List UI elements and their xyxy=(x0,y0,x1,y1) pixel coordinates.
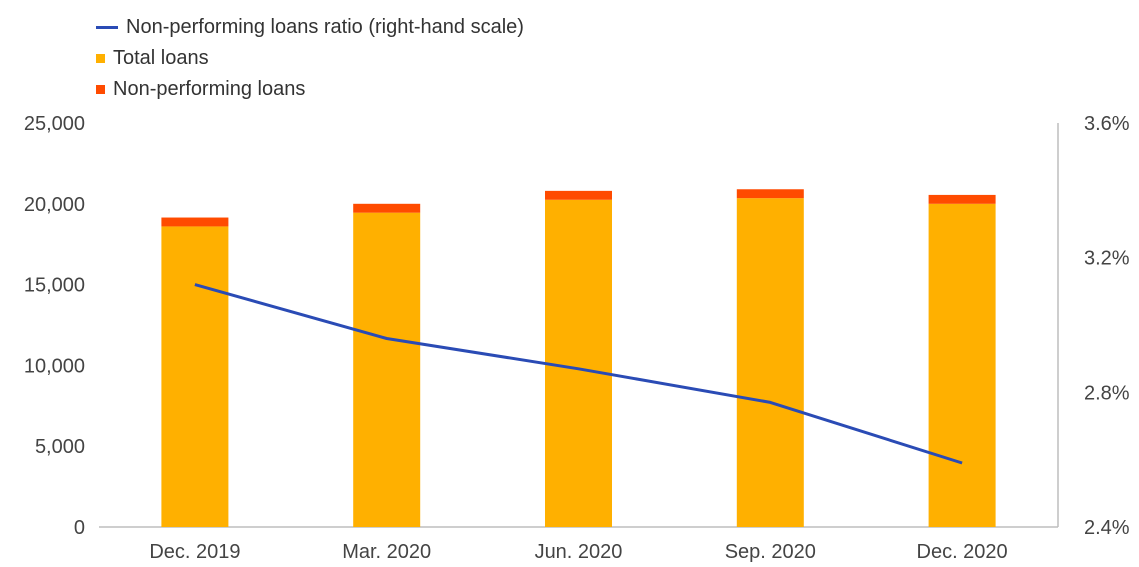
right-axis-tick-label: 3.6% xyxy=(1084,113,1130,135)
legend-item-ratio: Non-performing loans ratio (right-hand s… xyxy=(96,12,524,43)
left-axis-tick-label: 5,000 xyxy=(35,436,85,458)
bar-non-performing-loans xyxy=(161,217,229,227)
legend: Non-performing loans ratio (right-hand s… xyxy=(96,12,524,105)
x-axis-tick-label: Dec. 2020 xyxy=(917,541,1008,563)
bar-non-performing-loans xyxy=(545,190,612,200)
x-axis-tick-label: Sep. 2020 xyxy=(725,541,816,563)
legend-npl-marker xyxy=(96,85,105,94)
bar-non-performing-loans xyxy=(928,194,996,204)
right-axis-tick-label: 2.8% xyxy=(1084,382,1130,404)
x-axis-tick-label: Mar. 2020 xyxy=(342,541,431,563)
left-axis-tick-label: 20,000 xyxy=(24,194,85,216)
legend-total-loans-label: Total loans xyxy=(113,47,209,69)
legend-total-loans-marker xyxy=(96,54,105,63)
legend-ratio-line-marker xyxy=(96,26,118,29)
legend-item-total-loans: Total loans xyxy=(96,43,524,74)
left-axis-tick-label: 15,000 xyxy=(24,275,85,297)
legend-npl-label: Non-performing loans xyxy=(113,78,306,100)
right-axis-tick-label: 3.2% xyxy=(1084,248,1130,270)
left-axis-tick-label: 25,000 xyxy=(24,113,85,135)
right-axis-tick-label: 2.4% xyxy=(1084,517,1130,539)
bar-total-loans xyxy=(736,198,804,528)
legend-item-npl: Non-performing loans xyxy=(96,74,524,105)
bar-total-loans xyxy=(928,203,996,528)
bar-total-loans xyxy=(545,199,612,527)
left-axis-tick-label: 10,000 xyxy=(24,355,85,377)
bar-total-loans xyxy=(353,212,421,528)
left-axis-tick-label: 0 xyxy=(74,517,85,539)
legend-ratio-label: Non-performing loans ratio (right-hand s… xyxy=(126,16,524,38)
bar-non-performing-loans xyxy=(736,189,804,199)
x-axis-tick-label: Jun. 2020 xyxy=(535,541,623,563)
x-axis-tick-label: Dec. 2019 xyxy=(149,541,240,563)
bar-non-performing-loans xyxy=(353,203,421,213)
bar-total-loans xyxy=(161,226,229,527)
ratio-line xyxy=(194,283,963,465)
